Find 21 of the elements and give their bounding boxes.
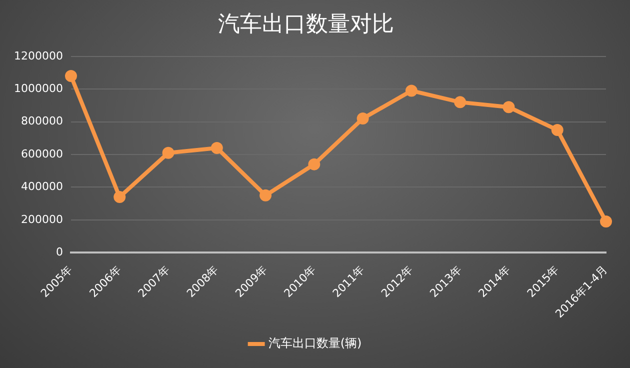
point	[260, 189, 272, 202]
point	[114, 191, 126, 204]
y-tick-label: 600000	[20, 147, 63, 160]
y-tick-label: 1000000	[14, 82, 63, 95]
legend-label: 汽车出口数量(辆)	[268, 336, 362, 350]
point	[551, 124, 564, 136]
y-tick-label: 800000	[20, 114, 63, 128]
chart-title: 汽车出口数量对比	[218, 12, 394, 37]
y-tick-label: 0	[56, 245, 63, 258]
y-tick-label: 1200000	[14, 49, 63, 62]
y-tick-label: 400000	[20, 180, 63, 194]
point	[64, 70, 77, 82]
point	[308, 158, 320, 170]
y-tick-label: 200000	[20, 212, 63, 226]
point	[356, 112, 369, 125]
point	[210, 142, 223, 154]
point	[162, 146, 174, 159]
point	[502, 101, 515, 114]
point	[454, 96, 466, 108]
point	[600, 216, 612, 228]
point	[405, 84, 418, 97]
